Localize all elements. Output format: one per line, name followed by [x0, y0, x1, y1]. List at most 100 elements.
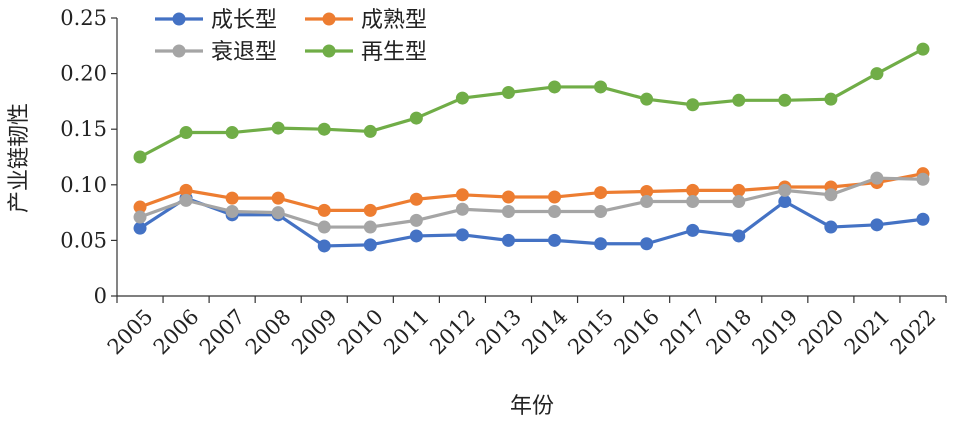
- data-point: [409, 111, 423, 125]
- legend-marker: [172, 44, 186, 58]
- x-tick-label: 2015: [563, 305, 618, 360]
- data-point: [271, 191, 285, 205]
- data-point: [225, 191, 239, 205]
- data-point: [363, 124, 377, 138]
- y-tick-label: 0.20: [60, 62, 107, 86]
- data-point: [455, 91, 469, 105]
- data-point: [271, 206, 285, 220]
- data-point: [363, 203, 377, 217]
- legend-marker: [322, 12, 336, 26]
- data-point: [133, 221, 147, 235]
- x-tick-label: 2018: [702, 305, 757, 360]
- legend-item: 成长型: [155, 8, 277, 33]
- data-point: [824, 188, 838, 202]
- data-point: [501, 233, 515, 247]
- data-point: [686, 194, 700, 208]
- y-tick-label: 0: [94, 284, 107, 308]
- series-再生型: [133, 42, 930, 164]
- data-point: [317, 220, 331, 234]
- x-tick-label: 2008: [241, 305, 296, 360]
- data-point: [133, 150, 147, 164]
- data-point: [317, 122, 331, 136]
- data-point: [548, 233, 562, 247]
- x-tick-label: 2006: [149, 305, 204, 360]
- data-point: [455, 228, 469, 242]
- x-tick-label: 2022: [886, 305, 941, 360]
- x-tick-label: 2020: [794, 305, 849, 360]
- y-tick-label: 0.25: [60, 6, 107, 30]
- legend-label: 成熟型: [361, 8, 427, 33]
- data-point: [548, 204, 562, 218]
- legend-label: 再生型: [361, 40, 427, 65]
- data-point: [594, 80, 608, 94]
- data-point: [870, 67, 884, 81]
- data-point: [225, 126, 239, 140]
- data-point: [824, 92, 838, 106]
- x-ticks: 2005200620072008200920102011201220132014…: [103, 296, 947, 360]
- data-point: [686, 183, 700, 197]
- data-point: [916, 172, 930, 186]
- data-point: [778, 93, 792, 107]
- series-成长型: [133, 191, 930, 253]
- data-point: [686, 98, 700, 112]
- x-tick-label: 2021: [840, 305, 895, 360]
- y-tick-label: 0.05: [60, 228, 107, 252]
- data-point: [455, 202, 469, 216]
- data-point: [732, 183, 746, 197]
- legend-label: 成长型: [211, 8, 277, 33]
- data-point: [409, 213, 423, 227]
- series-衰退型: [133, 171, 930, 234]
- legend-item: 衰退型: [155, 40, 277, 65]
- series-line: [139, 176, 924, 229]
- data-point: [501, 86, 515, 100]
- legend-item: 成熟型: [305, 8, 427, 33]
- data-point: [778, 183, 792, 197]
- data-point: [501, 190, 515, 204]
- data-point: [548, 190, 562, 204]
- data-point: [594, 204, 608, 218]
- data-point: [916, 42, 930, 56]
- x-tick-label: 2005: [103, 305, 158, 360]
- x-tick-label: 2007: [195, 305, 250, 360]
- x-axis-title: 年份: [510, 394, 554, 419]
- data-point: [271, 121, 285, 135]
- legend-label: 衰退型: [211, 40, 277, 65]
- data-point: [594, 237, 608, 251]
- data-point: [640, 194, 654, 208]
- data-point: [317, 203, 331, 217]
- data-point: [870, 171, 884, 185]
- data-point: [594, 186, 608, 200]
- data-point: [409, 192, 423, 206]
- data-point: [455, 188, 469, 202]
- data-point: [870, 218, 884, 232]
- data-point: [732, 93, 746, 107]
- x-tick-label: 2010: [333, 305, 388, 360]
- data-point: [640, 92, 654, 106]
- data-point: [916, 212, 930, 226]
- data-point: [363, 238, 377, 252]
- legend-item: 再生型: [305, 40, 427, 65]
- x-tick-label: 2011: [379, 305, 434, 360]
- data-point: [640, 237, 654, 251]
- x-tick-label: 2019: [748, 305, 803, 360]
- x-tick-label: 2013: [471, 305, 526, 360]
- x-tick-label: 2012: [425, 305, 480, 360]
- data-point: [179, 126, 193, 140]
- series-line: [139, 172, 924, 212]
- series-line: [139, 196, 924, 248]
- x-tick-label: 2014: [517, 305, 572, 360]
- data-point: [317, 239, 331, 253]
- series-line: [139, 47, 924, 159]
- x-tick-label: 2016: [609, 305, 664, 360]
- data-point: [133, 210, 147, 224]
- x-tick-label: 2017: [655, 305, 710, 360]
- data-point: [686, 223, 700, 237]
- data-point: [179, 193, 193, 207]
- data-point: [179, 183, 193, 197]
- data-point: [548, 80, 562, 94]
- data-point: [501, 204, 515, 218]
- y-axis-title: 产业链韧性: [7, 103, 32, 213]
- data-point: [409, 229, 423, 243]
